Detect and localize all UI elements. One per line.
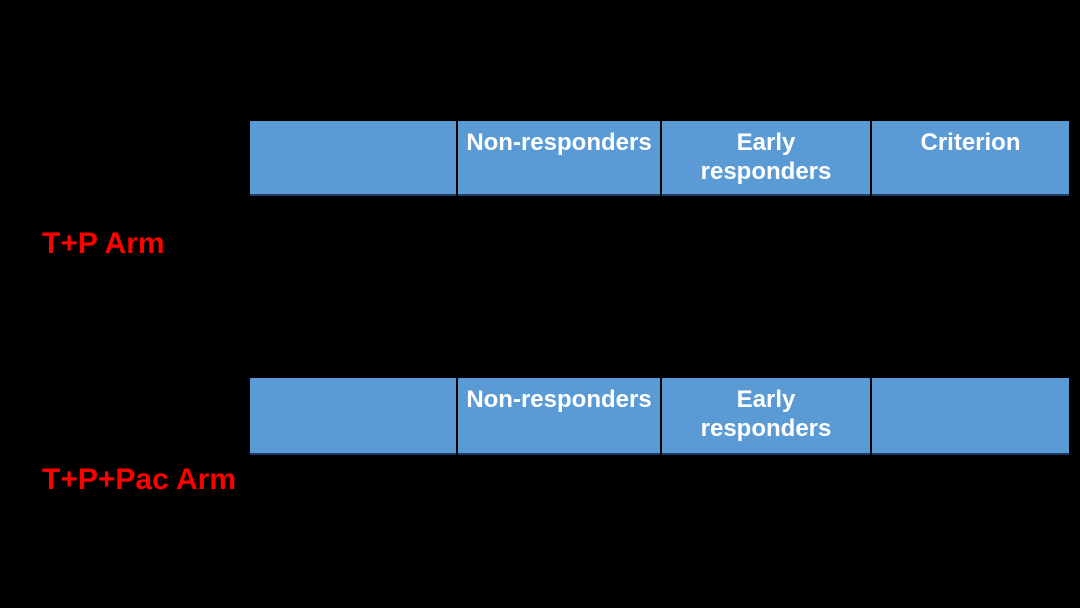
table-header-row-tp-pac-arm: Non-responders Early responders [250,378,1069,455]
header-cell-criterion: Criterion [872,121,1069,196]
table-header-row-tp-arm: Non-responders Early responders Criterio… [250,121,1069,196]
header-cell-early-responders: Early responders [662,121,870,196]
header-cell-empty [872,378,1069,455]
arm-label-tp-pac: T+P+Pac Arm [42,463,236,496]
header-cell-non-responders: Non-responders [458,121,660,196]
header-cell-non-responders: Non-responders [458,378,660,455]
header-cell-empty [250,121,456,196]
header-cell-empty [250,378,456,455]
arm-label-tp: T+P Arm [42,227,165,260]
header-cell-early-responders: Early responders [662,378,870,455]
